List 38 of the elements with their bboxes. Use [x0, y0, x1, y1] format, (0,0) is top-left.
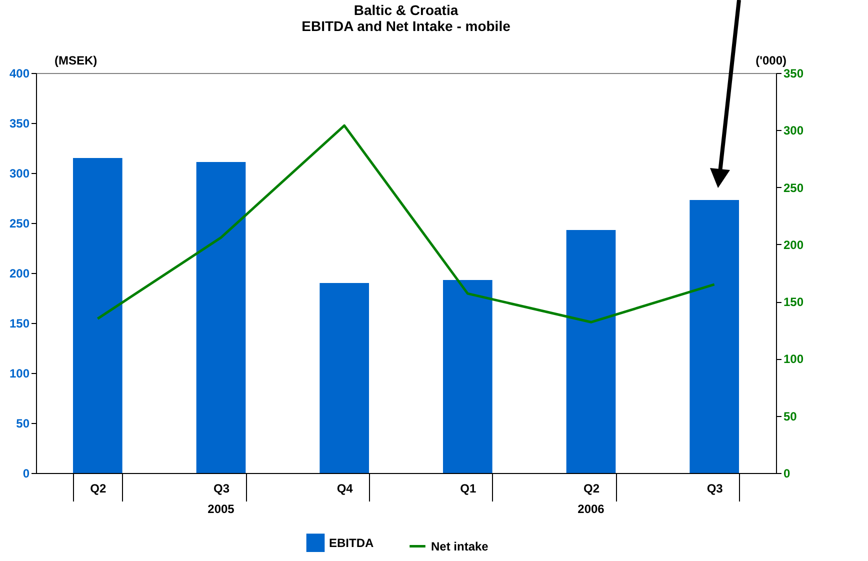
y-tick-label: 100 [9, 366, 30, 380]
text: 2006 [578, 502, 605, 516]
y-tick-label: 200 [9, 266, 30, 280]
y-tick-label: 400 [9, 66, 30, 80]
x-tick-label: Q1 [460, 482, 476, 496]
bar [196, 162, 246, 473]
bar [566, 230, 616, 473]
y2-axis-title: ('000) [756, 54, 786, 68]
bar [443, 280, 492, 473]
x-tick-label: Q4 [336, 482, 354, 496]
x-tick-label: Q2 [583, 482, 600, 496]
y2-tick-label: 0 [784, 466, 790, 480]
y2-tick-label: 250 [784, 180, 804, 195]
legend-label: Net intake [431, 539, 489, 554]
y-tick-label: 250 [9, 216, 30, 230]
bar [320, 283, 369, 473]
x-tick-label: Q3 [706, 482, 724, 496]
chart-title: Baltic & Croatia [354, 2, 458, 18]
y-axis-title: (MSEK) [54, 54, 98, 68]
y-tick-label: 150 [9, 316, 30, 330]
y-tick-label: 50 [16, 416, 30, 430]
y2-tick-label: 150 [784, 295, 804, 310]
y2-tick-label: 100 [784, 352, 804, 366]
y2-tick-label: 200 [784, 238, 804, 252]
y-tick-label: 300 [9, 166, 30, 180]
text: 2005 [208, 502, 235, 516]
y-tick-label: 350 [9, 116, 30, 130]
bar [690, 200, 739, 473]
y2-tick-label: 50 [784, 409, 798, 424]
y-tick-label: 0 [22, 466, 30, 480]
legend-label: EBITDA [329, 536, 374, 550]
chart-subtitle: EBITDA and Net Intake - mobile [302, 18, 511, 34]
line-series [96, 124, 716, 324]
x-tick-label: Q2 [90, 482, 106, 496]
x-tick-label: Q3 [213, 482, 230, 496]
y2-tick-label: 300 [784, 124, 804, 138]
bar [73, 158, 122, 473]
y2-tick-label: 350 [784, 66, 804, 80]
